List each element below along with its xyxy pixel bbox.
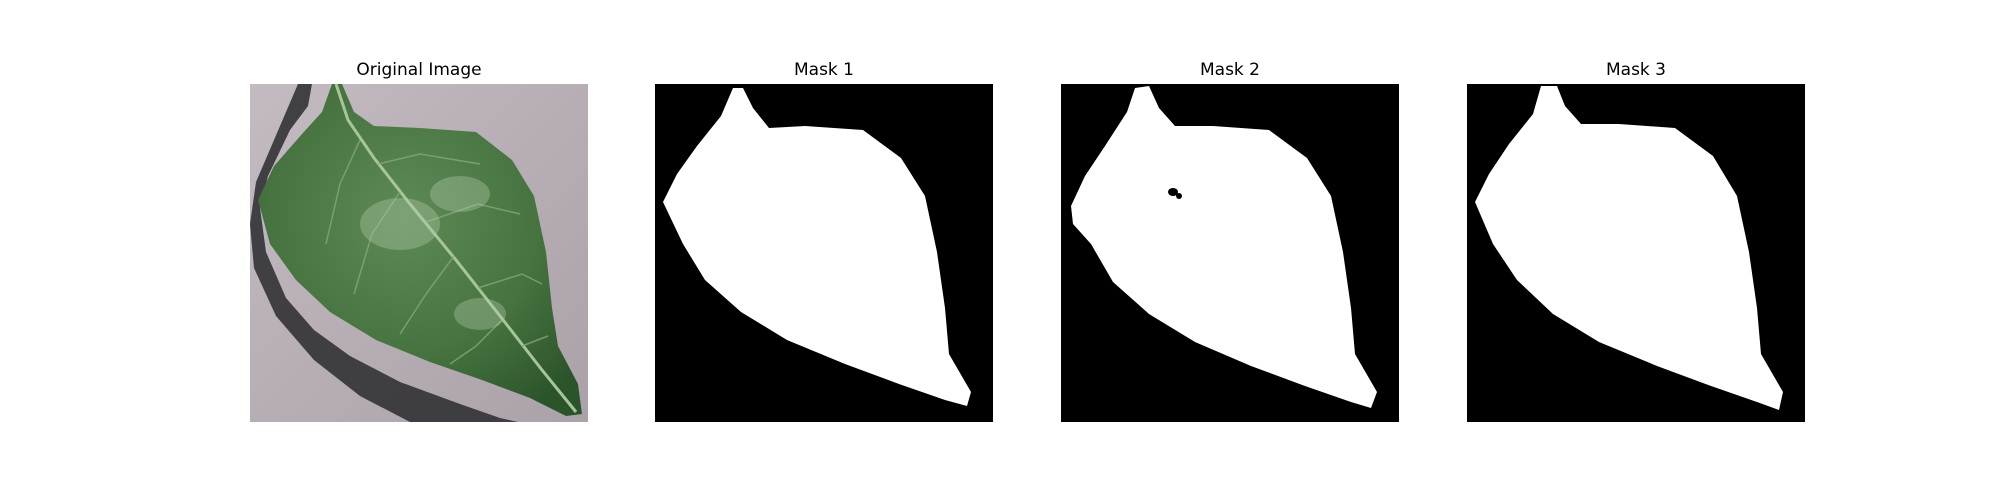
panel-title: Mask 2 <box>1199 60 1260 80</box>
mask-3-image <box>1467 84 1805 422</box>
panel-title: Mask 3 <box>1605 60 1666 80</box>
mask-1-image <box>655 84 993 422</box>
mask-leaf-region <box>1071 86 1377 408</box>
mask-hole-defect <box>1168 188 1182 199</box>
panel-original-image: Original Image <box>250 58 588 422</box>
mask-leaf-region <box>1475 86 1783 410</box>
leaf-blade <box>258 84 582 416</box>
panel-title: Original Image <box>356 60 482 80</box>
leaf-midrib <box>334 84 578 413</box>
panel-mask-1: Mask 1 <box>655 58 993 422</box>
panel-mask-2: Mask 2 <box>1061 58 1399 422</box>
leaf-shadow <box>250 84 518 422</box>
leaf-highlights <box>360 176 506 330</box>
mask-leaf-region <box>663 88 971 406</box>
panel-mask-3: Mask 3 <box>1467 58 1805 422</box>
leaf-veins <box>325 139 549 365</box>
original-leaf-photo <box>250 84 588 422</box>
panel-title: Mask 1 <box>793 60 854 80</box>
mask-2-image <box>1061 84 1399 422</box>
